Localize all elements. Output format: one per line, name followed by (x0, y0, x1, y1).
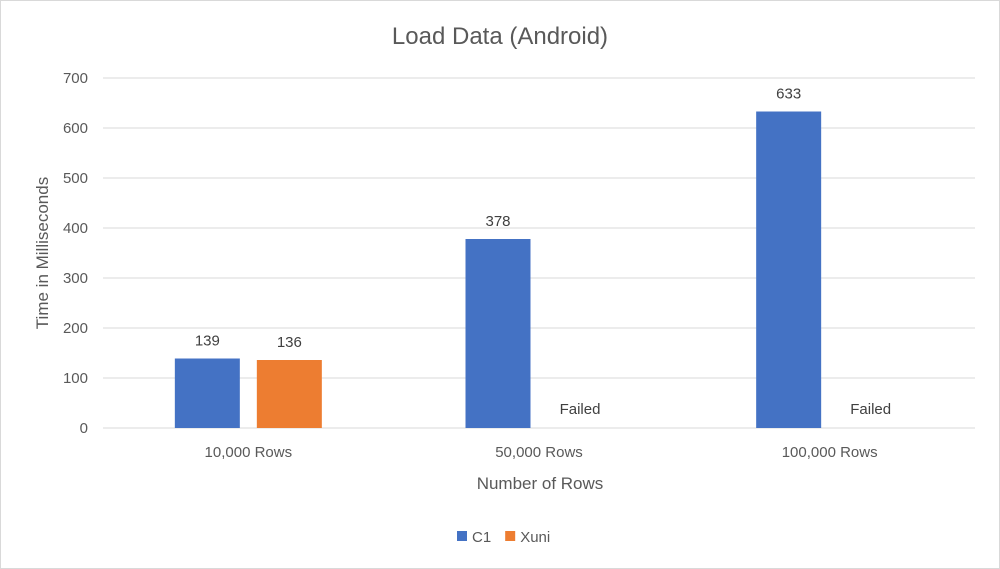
y-tick-label: 700 (63, 70, 88, 87)
y-tick-label: 500 (63, 170, 88, 187)
y-tick-label: 600 (63, 120, 88, 137)
x-tick-label: 100,000 Rows (782, 444, 878, 461)
y-tick-label: 300 (63, 270, 88, 287)
x-tick-label: 10,000 Rows (205, 444, 293, 461)
data-labels: 139 136 378 Failed 633 Failed (195, 86, 891, 419)
y-tick-label: 100 (63, 370, 88, 387)
y-tick-label: 400 (63, 220, 88, 237)
bar-xuni-0 (256, 360, 322, 428)
bar-c1-2 (756, 111, 822, 428)
y-axis-title: Time in Milliseconds (33, 177, 52, 329)
bar-c1-0 (174, 358, 240, 428)
x-tick-label: 50,000 Rows (495, 444, 583, 461)
bars (174, 111, 822, 428)
data-label-failed: Failed (850, 401, 891, 418)
data-label: 378 (485, 213, 510, 230)
bar-c1-1 (465, 239, 531, 428)
y-tick-label: 200 (63, 320, 88, 337)
chart-title: Load Data (Android) (392, 23, 608, 50)
y-axis-ticks: 0 100 200 300 400 500 600 700 (63, 70, 88, 437)
legend[interactable]: C1 Xuni (457, 529, 550, 546)
legend-swatch-xuni[interactable] (505, 531, 516, 541)
gridlines (103, 77, 975, 429)
data-label: 633 (776, 86, 801, 103)
legend-label-xuni[interactable]: Xuni (520, 529, 550, 546)
legend-swatch-c1[interactable] (457, 531, 467, 541)
x-axis-ticks: 10,000 Rows 50,000 Rows 100,000 Rows (205, 444, 878, 461)
data-label-failed: Failed (560, 401, 601, 418)
data-label: 139 (195, 333, 220, 350)
legend-label-c1[interactable]: C1 (472, 529, 491, 546)
y-tick-label: 0 (80, 420, 88, 437)
x-axis-title: Number of Rows (477, 474, 604, 493)
data-label: 136 (277, 334, 302, 351)
